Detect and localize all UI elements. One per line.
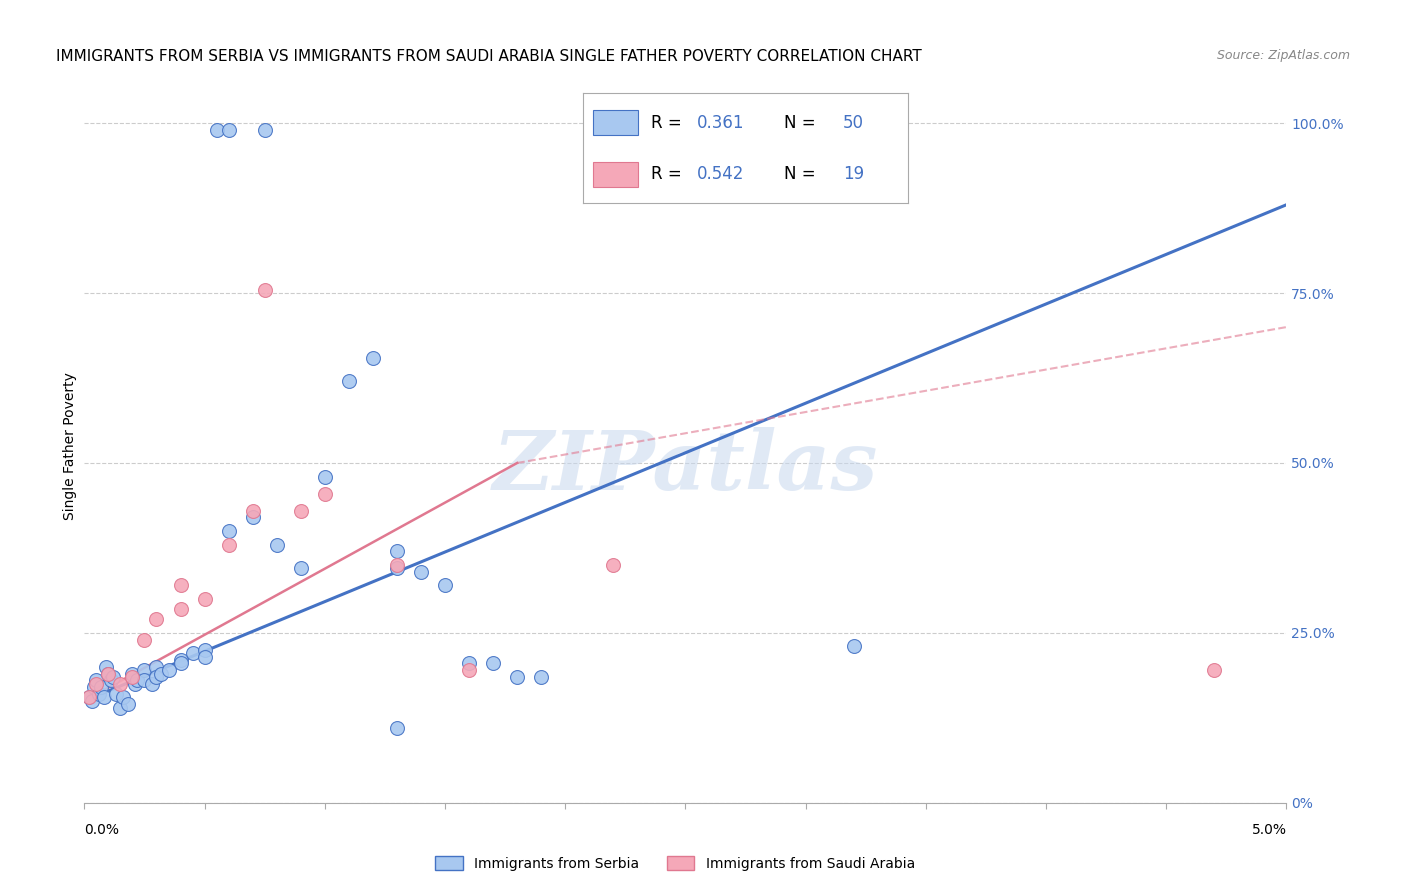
Point [145, 660, 167, 674]
Point [150, 666, 173, 681]
Point [434, 578, 457, 592]
Point [458, 657, 481, 671]
Point [157, 663, 180, 677]
Text: ZIPatlas: ZIPatlas [492, 427, 879, 508]
Point [117, 698, 139, 712]
Point [194, 649, 217, 664]
Point [290, 561, 312, 575]
Point [385, 558, 408, 572]
Point [77, 690, 100, 705]
Point [458, 663, 481, 677]
Point [100, 673, 122, 688]
Point [169, 578, 191, 592]
Point [530, 670, 553, 684]
Point [169, 657, 191, 671]
Point [134, 632, 156, 647]
Point [124, 677, 146, 691]
Point [134, 673, 156, 688]
Point [145, 612, 167, 626]
Point [103, 670, 125, 684]
Point [90, 680, 112, 694]
Point [169, 653, 191, 667]
Point [266, 537, 288, 551]
Point [337, 375, 360, 389]
Point [218, 123, 240, 137]
Point [97, 666, 120, 681]
Point [121, 670, 143, 684]
Point [181, 646, 204, 660]
Point [314, 486, 336, 500]
Point [97, 666, 120, 681]
Point [385, 561, 408, 575]
Point [86, 677, 108, 691]
Point [86, 673, 108, 688]
Point [1204, 663, 1226, 677]
Point [290, 503, 312, 517]
Point [205, 123, 228, 137]
Point [194, 591, 217, 606]
Point [127, 673, 149, 688]
Point [83, 680, 105, 694]
Point [169, 602, 191, 616]
Point [253, 123, 276, 137]
Point [93, 690, 115, 705]
Point [110, 677, 132, 691]
Text: IMMIGRANTS FROM SERBIA VS IMMIGRANTS FROM SAUDI ARABIA SINGLE FATHER POVERTY COR: IMMIGRANTS FROM SERBIA VS IMMIGRANTS FRO… [56, 49, 922, 64]
Point [506, 670, 529, 684]
Point [121, 666, 143, 681]
Point [111, 690, 134, 705]
Point [842, 640, 865, 654]
Point [602, 558, 624, 572]
Point [314, 469, 336, 483]
Legend: Immigrants from Serbia, Immigrants from Saudi Arabia: Immigrants from Serbia, Immigrants from … [429, 850, 921, 876]
Point [110, 700, 132, 714]
Point [385, 721, 408, 735]
Text: Source: ZipAtlas.com: Source: ZipAtlas.com [1216, 49, 1350, 62]
Point [141, 677, 163, 691]
Y-axis label: Single Father Poverty: Single Father Poverty [63, 372, 77, 520]
Text: 0.0%: 0.0% [84, 823, 120, 837]
Point [385, 544, 408, 558]
Point [482, 657, 505, 671]
Point [145, 670, 167, 684]
Point [361, 351, 384, 365]
Point [242, 503, 264, 517]
Point [87, 687, 110, 701]
Point [218, 537, 240, 551]
Point [409, 565, 432, 579]
Point [134, 663, 156, 677]
Point [253, 283, 276, 297]
Point [94, 660, 117, 674]
Text: 5.0%: 5.0% [1251, 823, 1286, 837]
Point [218, 524, 240, 538]
Point [194, 643, 217, 657]
Point [80, 694, 103, 708]
Point [104, 687, 127, 701]
Point [242, 510, 264, 524]
Point [77, 690, 100, 705]
